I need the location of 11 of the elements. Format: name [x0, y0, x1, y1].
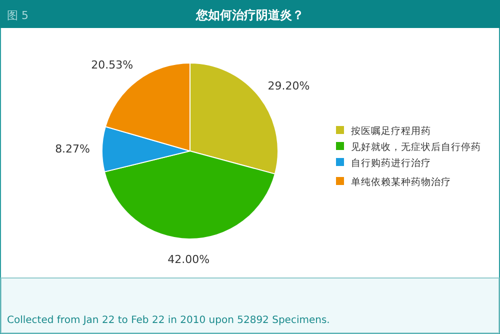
data-label: 20.53% [91, 58, 134, 72]
text: Collected from Jan 22 to Feb 22 in 2010 upon 52892 Specimens. [7, 315, 330, 326]
caption: 图 5 [7, 9, 28, 22]
legend-label: 见好就收，无症状后自行停药 [351, 141, 481, 153]
data-label: 29.20% [268, 79, 310, 92]
legend-label: 单纯依赖某种药物治疗 [351, 176, 451, 188]
data-label: 8.27% [55, 142, 90, 156]
chart-title: 您如何治疗阴道炎？ [195, 8, 304, 22]
data-label: 42.00% [168, 252, 210, 266]
legend-label: 自行购药进行治疗 [351, 157, 431, 169]
legend-label: 按医嘱足疗程用药 [351, 125, 431, 137]
